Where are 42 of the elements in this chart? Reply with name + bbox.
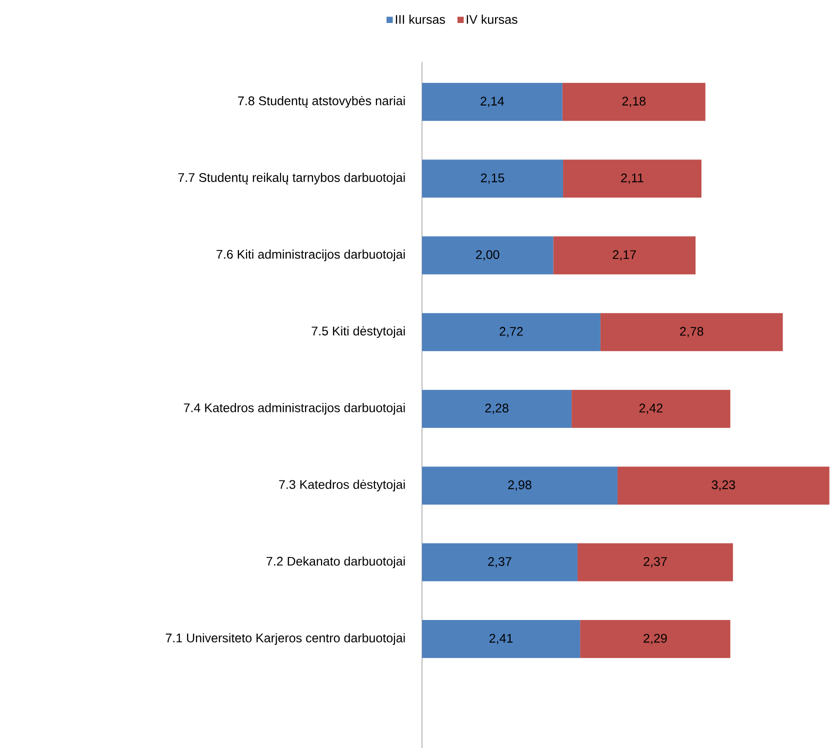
data-label: 2,29 xyxy=(644,634,667,644)
data-label: 2,41 xyxy=(490,634,513,644)
bar xyxy=(577,543,733,582)
bar xyxy=(562,82,706,121)
data-label: 2,14 xyxy=(480,96,504,107)
data-label: 2,72 xyxy=(500,326,523,338)
legend-label: III kursas xyxy=(396,14,446,24)
y-tick-label: 7.2 Dekanato darbuotojai xyxy=(266,556,405,568)
y-tick-label: 7.6 Kiti administracijos darbuotojai xyxy=(216,249,405,262)
bar xyxy=(422,82,562,121)
y-tick-label: 7.3 Katedros dėstytojai xyxy=(279,480,405,492)
data-label: 2,37 xyxy=(488,557,512,568)
bar xyxy=(422,236,554,274)
data-label: 2,98 xyxy=(508,480,532,491)
data-label: 2,28 xyxy=(485,404,508,414)
bar xyxy=(563,160,702,198)
bar xyxy=(422,543,578,582)
data-label: 2,42 xyxy=(639,404,662,414)
data-label: 2,37 xyxy=(644,557,667,568)
data-label: 2,15 xyxy=(480,173,504,184)
y-tick-label: 7.1 Universiteto Karjeros centro darbuotojai xyxy=(166,633,405,645)
y-tick-label: 7.7 Studentų reikalų tarnybos darbuotojai xyxy=(178,172,405,184)
y-tick-label: 7.4 Katedros administracijos darbuotojai xyxy=(184,402,405,415)
data-label: 3,23 xyxy=(712,480,736,491)
bar xyxy=(553,236,696,274)
bar xyxy=(572,390,730,428)
data-label: 2,17 xyxy=(612,250,636,260)
data-label: 2,18 xyxy=(622,96,646,107)
legend-label: IV kursas xyxy=(466,14,518,24)
bar xyxy=(422,313,600,352)
bar xyxy=(422,160,564,198)
data-label: 2,78 xyxy=(680,326,704,338)
bar xyxy=(580,620,730,658)
bar xyxy=(422,620,580,658)
bar xyxy=(422,466,618,504)
bar xyxy=(600,313,783,352)
data-label: 2,11 xyxy=(621,173,644,184)
bar xyxy=(617,466,830,504)
data-label: 2,00 xyxy=(476,250,500,260)
y-tick-label: 7.8 Studentų atstovybės nariai xyxy=(238,96,405,108)
bar xyxy=(422,390,572,428)
y-tick-label: 7.5 Kiti dėstytojai xyxy=(312,326,405,338)
